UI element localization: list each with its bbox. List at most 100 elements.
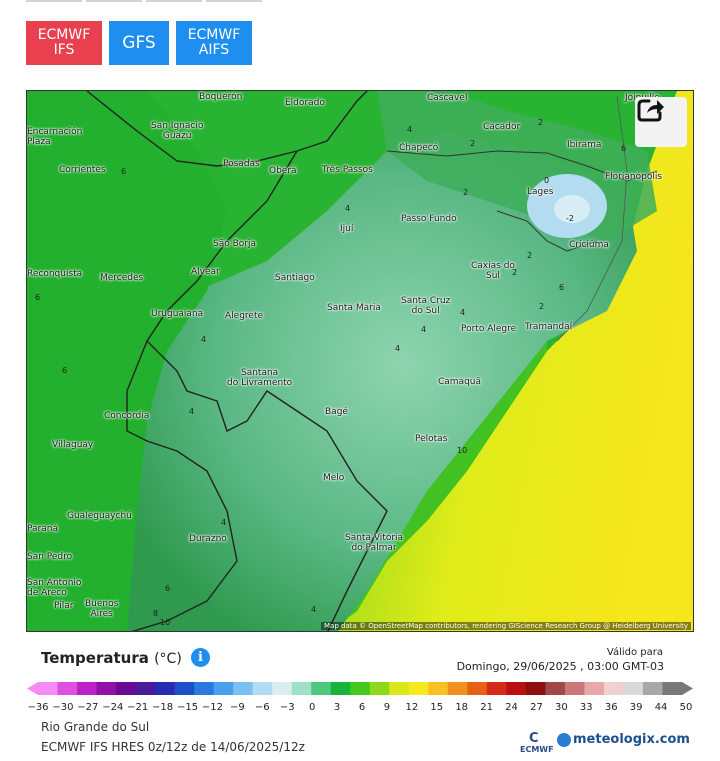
isoline-label: -2 (566, 214, 574, 223)
colorbar-tick-label: −3 (279, 702, 295, 713)
model-button-label: GFS (122, 32, 156, 53)
city-label: Encarnación Plaza (27, 127, 83, 147)
map-canvas (27, 91, 693, 631)
colorbar-swatch (525, 682, 546, 695)
colorbar-swatch (369, 682, 390, 695)
colorbar-tick-label: −15 (176, 702, 199, 713)
city-label: Buenos Aires (85, 599, 119, 619)
city-label: Melo (323, 473, 345, 483)
colorbar-tick-label: −24 (102, 702, 124, 713)
ecmwf-logo-text: ECMWF (520, 745, 554, 754)
colorbar-swatch (252, 682, 273, 695)
isoline-label: 4 (189, 407, 195, 416)
meteologix-logo[interactable]: meteologix.com (557, 732, 690, 747)
city-label: Boquerón (199, 92, 243, 102)
city-label: Uruguaiana (151, 309, 204, 319)
city-label: Villaguay (52, 440, 94, 450)
isoline-label: 2 (538, 118, 544, 127)
colorbar-swatch (194, 682, 215, 695)
city-label: Santa Maria (327, 303, 381, 313)
colorbar-tick-label: 44 (654, 702, 668, 713)
colorbar-swatch (389, 682, 410, 695)
top-tab-stub[interactable] (206, 0, 262, 2)
colorbar-swatch (38, 682, 59, 695)
model-button-ecmwf-aifs[interactable]: ECMWF AIFS (176, 21, 252, 65)
city-label: San Ignacio Guazú (151, 121, 204, 141)
city-label: Posadas (223, 159, 260, 169)
variable-unit: (°C) (154, 651, 182, 667)
colorbar-tick-label: 24 (505, 702, 518, 713)
isoline-label: 2 (527, 251, 533, 260)
city-label: San Antonio de Areco (27, 578, 82, 598)
isoline-label: 4 (460, 308, 466, 317)
top-tab-stub[interactable] (26, 0, 82, 2)
ecmwf-logo-mark: C (529, 731, 539, 746)
isoline-label: 6 (165, 584, 171, 593)
info-icon[interactable]: i (191, 648, 210, 667)
isoline-label: 10 (457, 446, 468, 455)
city-label: Chapecó (399, 143, 439, 153)
city-label: Camaquã (438, 377, 482, 387)
colorbar-tick-label: −12 (201, 702, 224, 713)
border-line (146, 340, 388, 631)
colorbar-swatch (213, 682, 234, 695)
isoline-label: 6 (621, 144, 627, 153)
colorbar-swatch (155, 682, 176, 695)
share-arrow-icon (637, 99, 664, 122)
city-label: Ibirama (567, 140, 602, 150)
share-button[interactable] (635, 97, 687, 147)
isoline-label: 4 (345, 204, 351, 213)
model-button-label: ECMWF AIFS (187, 27, 241, 58)
western-zone (27, 91, 227, 631)
ecmwf-logo: C ECMWF (520, 731, 554, 755)
city-label: Lages (527, 187, 554, 197)
city-label: Cacador (483, 122, 521, 132)
colorbar-tick-label: −27 (77, 702, 99, 713)
colorbar-swatch (486, 682, 507, 695)
top-tab-stub[interactable] (86, 0, 142, 2)
city-label: Durazno (189, 534, 227, 544)
globe-icon (557, 732, 571, 747)
isoline-label: 6 (559, 283, 565, 292)
isoline-label: 4 (395, 344, 401, 353)
temperature-colorbar (27, 682, 693, 695)
temperature-map[interactable]: Joinville Boquerón Eldorado Cascavel San… (26, 90, 694, 632)
colorbar-tick-label: 15 (430, 702, 444, 713)
model-button-ecmwf-ifs[interactable]: ECMWF IFS (26, 21, 102, 65)
isoline-label: 4 (221, 518, 227, 527)
colorbar-swatch (428, 682, 449, 695)
variable-title: Temperatura (°C) (41, 649, 182, 667)
city-label: Santa Vitória do Palmar (345, 533, 404, 553)
city-label: Santiago (275, 273, 315, 283)
city-label: Corrientes (59, 165, 106, 175)
region-label: Rio Grande do Sul (41, 720, 150, 734)
colorbar-swatch (135, 682, 156, 695)
city-label: Concordia (104, 411, 150, 421)
cold-core (554, 195, 590, 223)
colorbar-tick-label: −30 (52, 702, 74, 713)
isoline-label: 6 (35, 293, 41, 302)
isoline-label: 4 (407, 125, 413, 134)
colorbar-tick-label: 3 (333, 702, 341, 713)
variable-name: Temperatura (41, 649, 149, 667)
city-label: Gualeguaychú (67, 511, 132, 521)
city-label: Mercedes (100, 273, 144, 283)
isoline-label: 4 (311, 605, 317, 614)
valid-label: Válido para (606, 647, 663, 658)
coastline (556, 95, 628, 342)
colorbar-tick-label: 27 (530, 702, 543, 713)
colorbar-swatch (330, 682, 351, 695)
city-label: Passo Fundo (401, 214, 457, 224)
isoline-label: 6 (62, 366, 68, 375)
colorbar-swatch (233, 682, 254, 695)
city-label: Ijuí (340, 224, 354, 234)
model-button-gfs[interactable]: GFS (109, 21, 169, 65)
state-border (496, 210, 598, 252)
colorbar-tick-label: −6 (254, 702, 270, 713)
city-label: Caxias do Sul (471, 261, 515, 281)
city-label: Paraná (27, 524, 58, 534)
city-label: Santana do Livramento (227, 368, 293, 388)
top-tab-stub[interactable] (146, 0, 202, 2)
colorbar-swatch (623, 682, 644, 695)
city-label: Tramandaí (525, 322, 573, 332)
